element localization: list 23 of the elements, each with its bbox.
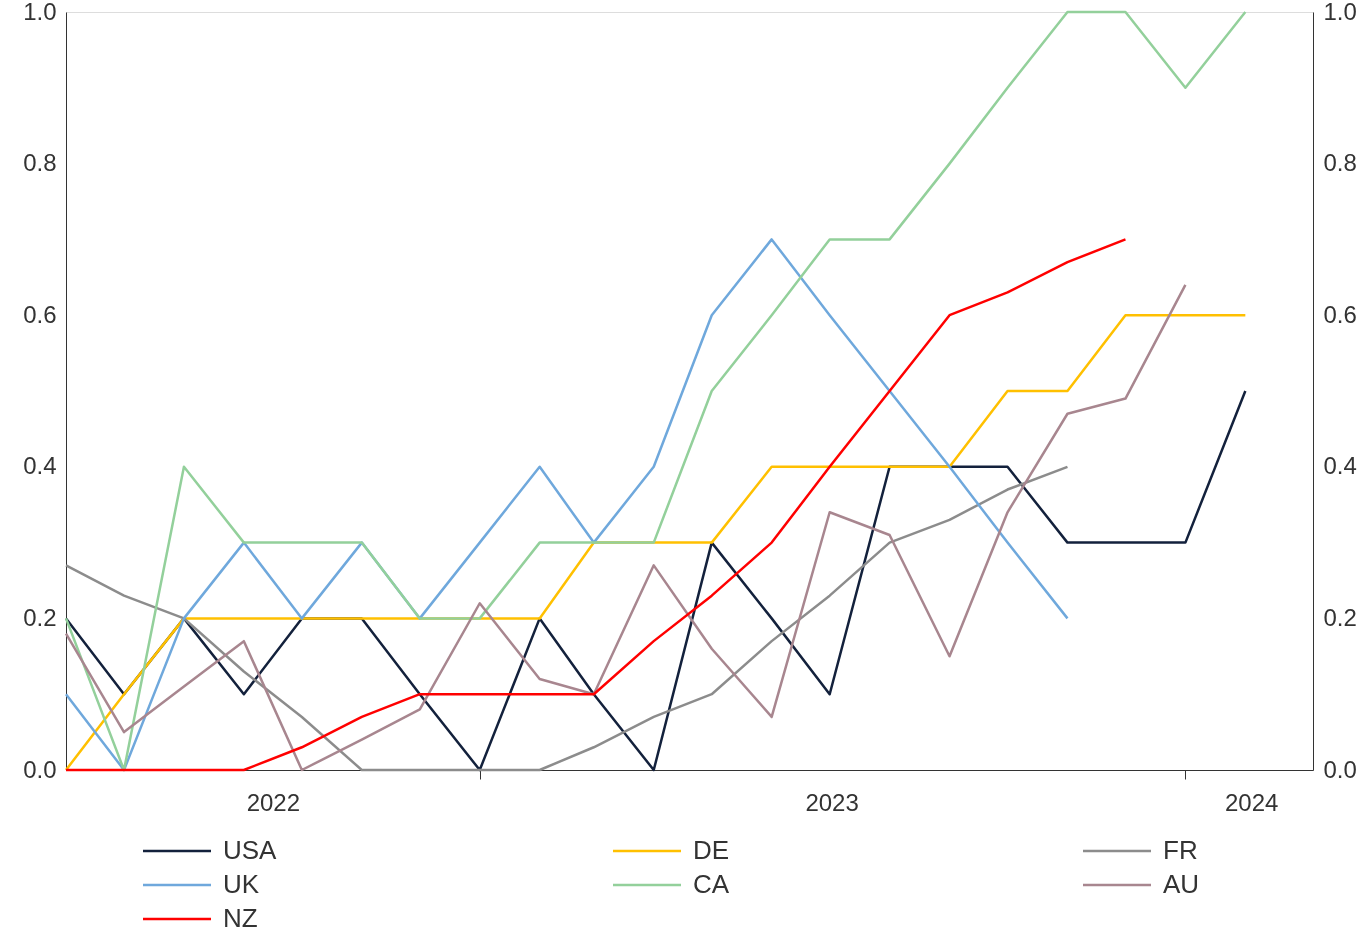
- y-tick-label: 0.2: [23, 603, 57, 631]
- line-series: [64, 465, 1069, 772]
- y2-tick-label: 0.8: [1323, 149, 1357, 177]
- y2-tick-label: 0.2: [1323, 603, 1357, 631]
- y-tick-label: 0.0: [23, 755, 57, 783]
- y2-tick-label: 0.4: [1323, 452, 1357, 480]
- legend-label: CA: [693, 869, 730, 899]
- y-tick-label: 0.8: [23, 149, 57, 177]
- y-tick-label: 0.4: [23, 452, 57, 480]
- y2-tick-label: 0.0: [1323, 755, 1357, 783]
- y-tick-label: 1.0: [23, 0, 57, 25]
- legend-label: AU: [1163, 869, 1200, 899]
- x-tick-label: 2022: [246, 788, 301, 816]
- y-tick-label: 0.6: [23, 300, 57, 328]
- legend-label: DE: [693, 835, 730, 865]
- legend-label: UK: [223, 869, 260, 899]
- y2-tick-label: 1.0: [1323, 0, 1357, 25]
- x-tick-label: 2024: [1224, 788, 1279, 816]
- x-tick-label: 2023: [805, 788, 859, 816]
- y2-tick-label: 0.6: [1323, 300, 1357, 328]
- legend-label: USA: [223, 835, 278, 865]
- legend-label: NZ: [223, 903, 258, 930]
- legend-label: FR: [1163, 835, 1198, 865]
